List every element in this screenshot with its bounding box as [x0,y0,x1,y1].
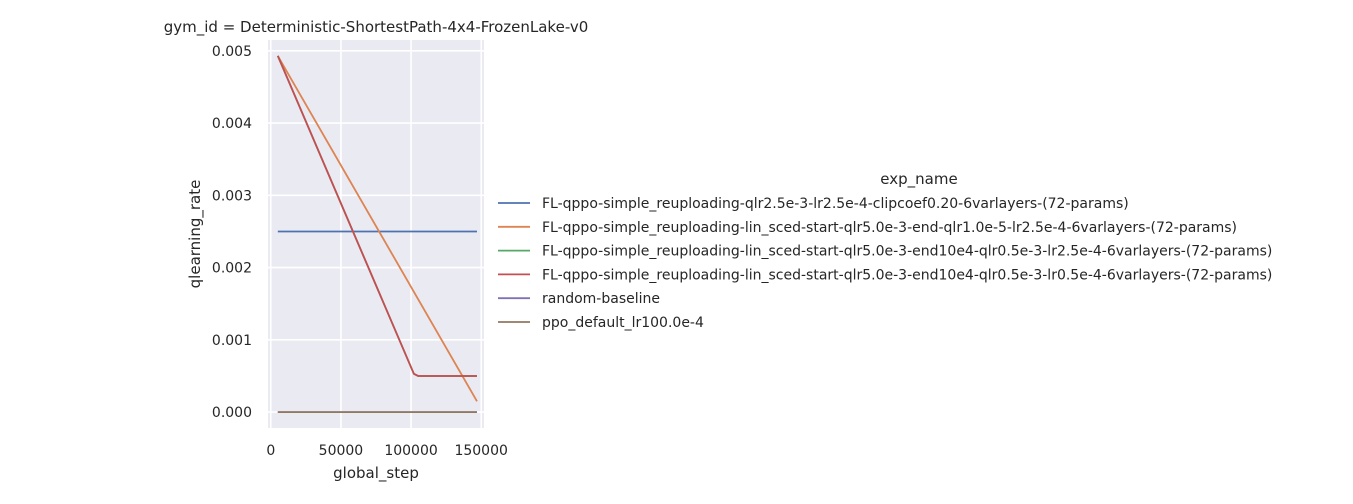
chart-title: gym_id = Deterministic-ShortestPath-4x4-… [164,18,589,37]
y-tick-label: 0.004 [212,116,252,132]
series-lines [276,55,478,414]
legend-label: FL-qppo-simple_reuploading-lin_sced-star… [542,267,1272,283]
x-axis-label: global_step [333,464,419,483]
y-ticks: 0.000 0.001 0.002 0.003 0.004 0.005 [212,44,252,421]
legend: FL-qppo-simple_reuploading-qlr2.5e-3-lr2… [498,196,1272,331]
legend-title: exp_name [880,170,957,189]
legend-label: random-baseline [542,291,660,307]
x-tick-label: 0 [266,443,275,459]
legend-entry: FL-qppo-simple_reuploading-qlr2.5e-3-lr2… [498,196,1129,212]
legend-entry: ppo_default_lr100.0e-4 [498,315,704,331]
legend-label: ppo_default_lr100.0e-4 [542,315,704,331]
y-tick-label: 0.002 [212,261,252,277]
legend-entry: FL-qppo-simple_reuploading-lin_sced-star… [498,244,1272,260]
y-tick-label: 0.000 [212,405,252,421]
x-tick-label: 150000 [454,443,507,459]
y-tick-label: 0.003 [212,188,252,204]
series-line-4 [276,55,477,377]
y-axis-label: qlearning_rate [186,180,205,289]
x-tick-label: 50000 [319,443,364,459]
legend-label: FL-qppo-simple_reuploading-lin_sced-star… [542,244,1272,260]
series-line-2 [277,55,478,402]
x-ticks: 0 50000 100000 150000 [266,443,508,459]
y-tick-label: 0.005 [212,44,252,60]
plot-background [268,40,484,428]
x-tick-label: 100000 [384,443,437,459]
legend-label: FL-qppo-simple_reuploading-lin_sced-star… [542,220,1237,236]
legend-entry: FL-qppo-simple_reuploading-lin_sced-star… [498,220,1237,236]
legend-label: FL-qppo-simple_reuploading-qlr2.5e-3-lr2… [542,196,1129,212]
legend-entry: random-baseline [498,291,660,307]
legend-entry: FL-qppo-simple_reuploading-lin_sced-star… [498,267,1272,283]
y-tick-label: 0.001 [212,333,252,349]
